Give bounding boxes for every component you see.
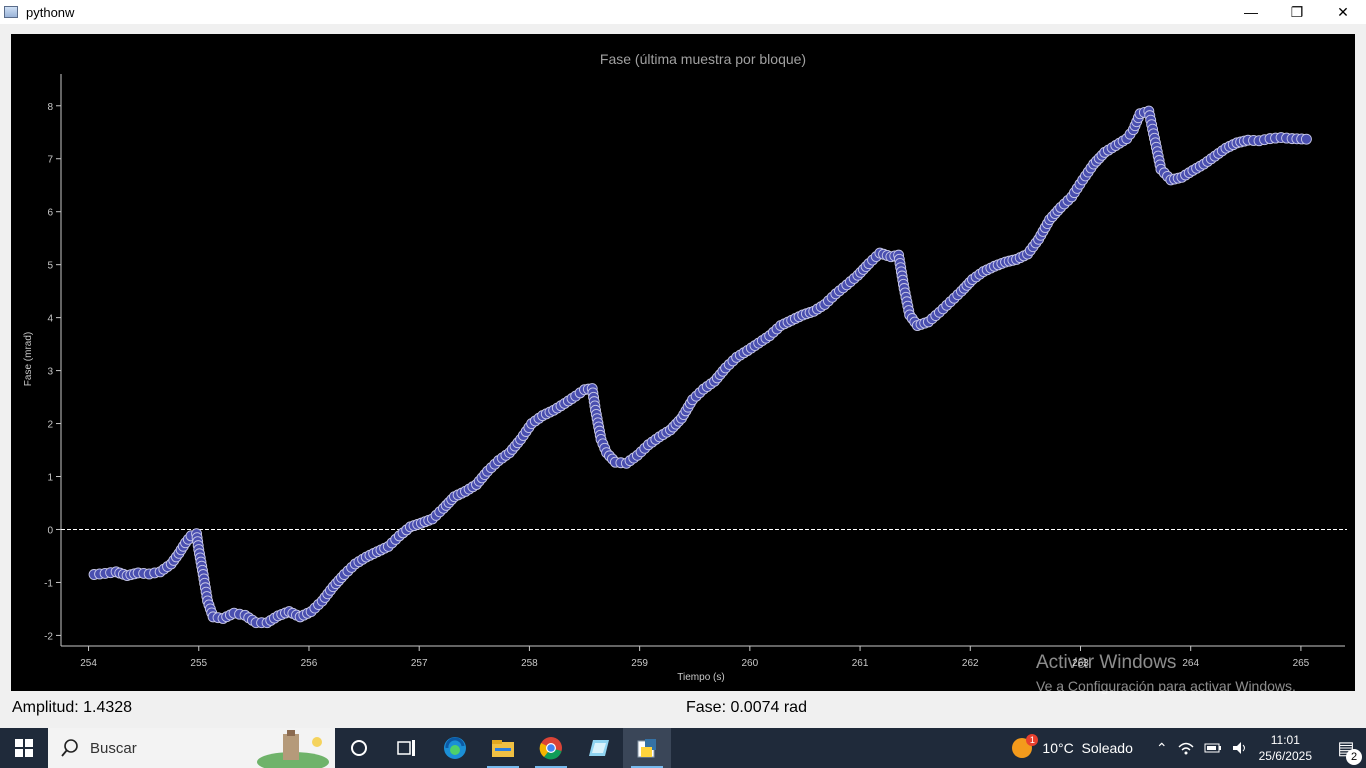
- file-explorer-icon[interactable]: [479, 728, 527, 768]
- app-window-icon: [4, 6, 18, 18]
- start-button[interactable]: [0, 728, 48, 768]
- x-axis-label: Tiempo (s): [677, 672, 724, 683]
- windows-logo-icon: [15, 739, 33, 757]
- search-highlight-image: [257, 730, 329, 768]
- x-tick-label: 263: [1072, 658, 1089, 669]
- weather-badge: 1: [1026, 734, 1039, 746]
- y-tick-label: 7: [47, 155, 53, 166]
- title-bar: pythonw — ❐ ✕: [0, 0, 1366, 24]
- y-tick-label: -1: [44, 578, 53, 589]
- y-tick-label: 8: [47, 102, 53, 113]
- network-icon[interactable]: [1178, 741, 1194, 755]
- y-tick-label: 3: [47, 367, 53, 378]
- x-tick-label: 260: [741, 658, 758, 669]
- volume-icon[interactable]: [1232, 741, 1248, 755]
- notification-center-icon[interactable]: ▤ 2: [1326, 738, 1366, 765]
- data-points: [88, 105, 1312, 629]
- cortana-icon[interactable]: [335, 728, 383, 768]
- x-tick-label: 256: [301, 658, 318, 669]
- python-icon[interactable]: [623, 728, 671, 768]
- clock-date: 25/6/2025: [1258, 749, 1312, 763]
- edge-icon[interactable]: [431, 728, 479, 768]
- chart-title: Fase (última muestra por bloque): [600, 51, 806, 67]
- y-tick-label: 0: [47, 525, 53, 536]
- taskbar: Buscar 1 10°C Soleado ⌃ 11:: [0, 728, 1366, 768]
- y-tick-label: 4: [47, 314, 53, 325]
- system-tray: 1 10°C Soleado ⌃ 11:01 25/6/2025 ▤ 2: [1012, 728, 1366, 768]
- x-tick-label: 264: [1182, 658, 1199, 669]
- y-axis-label: Fase (mrad): [23, 332, 34, 386]
- minimize-button[interactable]: —: [1244, 4, 1258, 20]
- x-tick-label: 257: [411, 658, 428, 669]
- x-tick-label: 262: [962, 658, 979, 669]
- axes: 254 255 256 257 258 259 260 261 262 263 264 265-2-1…: [44, 74, 1345, 669]
- chrome-icon[interactable]: [527, 728, 575, 768]
- y-tick-label: 6: [47, 208, 53, 219]
- window-controls: — ❐ ✕: [1228, 0, 1366, 24]
- watermark-subtitle: Ve a Configuración para activar Windows.: [1036, 678, 1296, 694]
- clock-time: 11:01: [1270, 733, 1300, 747]
- x-tick-label: 259: [631, 658, 648, 669]
- maximize-button[interactable]: ❐: [1290, 3, 1304, 20]
- x-tick-label: 265: [1293, 658, 1310, 669]
- search-icon: [61, 739, 78, 757]
- plot-area[interactable]: Fase (última muestra por bloque) Tiempo …: [11, 34, 1355, 691]
- taskbar-search[interactable]: Buscar: [48, 728, 335, 768]
- activate-windows-watermark: Activar Windows Ve a Configuración para …: [1036, 652, 1296, 694]
- x-tick-label: 261: [852, 658, 869, 669]
- clock[interactable]: 11:01 25/6/2025: [1259, 732, 1312, 764]
- y-tick-label: 2: [47, 420, 53, 431]
- amplitude-label: Amplitud: 1.4328: [12, 699, 133, 716]
- x-tick-label: 258: [521, 658, 538, 669]
- weather-text[interactable]: 10°C Soleado: [1042, 740, 1133, 756]
- phase-label: Fase: 0.0074 rad: [686, 699, 807, 716]
- window-title: pythonw: [26, 4, 75, 20]
- chevron-up-icon[interactable]: ⌃: [1155, 739, 1168, 756]
- x-tick-label: 255: [190, 658, 207, 669]
- search-placeholder: Buscar: [90, 739, 137, 757]
- y-tick-label: 5: [47, 261, 53, 272]
- y-tick-label: 1: [47, 473, 53, 484]
- close-button[interactable]: ✕: [1337, 3, 1349, 20]
- phase-chart[interactable]: Fase (última muestra por bloque) Tiempo …: [11, 34, 1355, 691]
- battery-icon[interactable]: [1204, 742, 1222, 754]
- notification-count: 2: [1346, 748, 1362, 765]
- notepad-icon[interactable]: [575, 728, 623, 768]
- data-point: [1300, 133, 1312, 145]
- weather-icon[interactable]: 1: [1012, 734, 1039, 758]
- watermark-title: Activar Windows: [1036, 652, 1177, 673]
- x-tick-label: 254: [80, 658, 97, 669]
- y-tick-label: -2: [44, 631, 53, 642]
- task-view-icon[interactable]: [383, 728, 431, 768]
